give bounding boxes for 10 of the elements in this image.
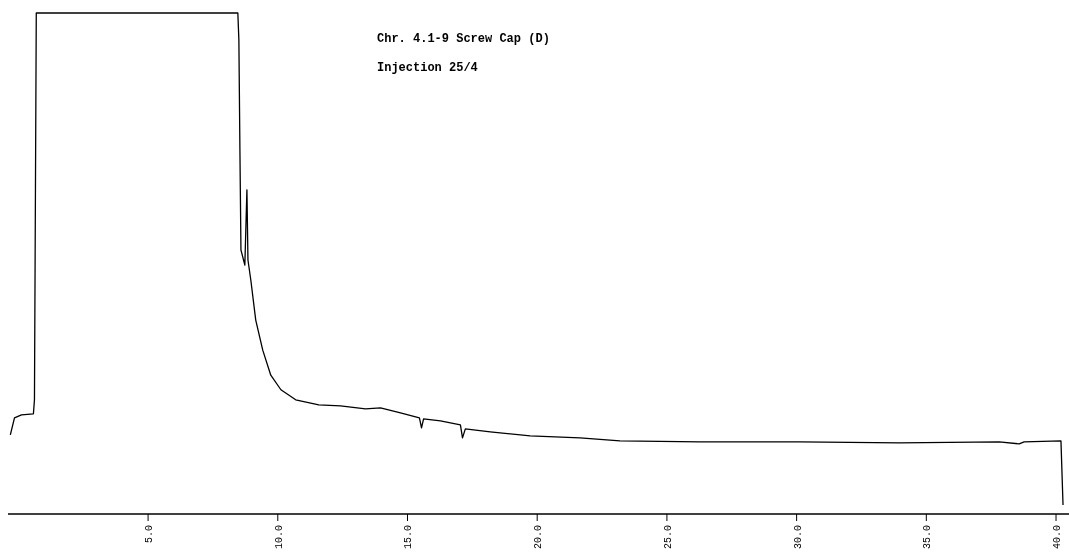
annotation: Injection 25/4	[377, 61, 478, 75]
annotation: Chr. 4.1-9 Screw Cap (D)	[377, 32, 550, 46]
x-tick-label: 35.0	[922, 525, 934, 550]
x-tick-label: 20.0	[533, 525, 545, 550]
x-tick-label: 25.0	[662, 525, 674, 550]
x-tick-label: 10.0	[273, 525, 285, 550]
x-tick-label: 5.0	[144, 525, 156, 544]
x-tick-label: 15.0	[403, 525, 415, 550]
x-tick-label: 40.0	[1052, 525, 1064, 550]
x-tick-label: 30.0	[792, 525, 804, 550]
